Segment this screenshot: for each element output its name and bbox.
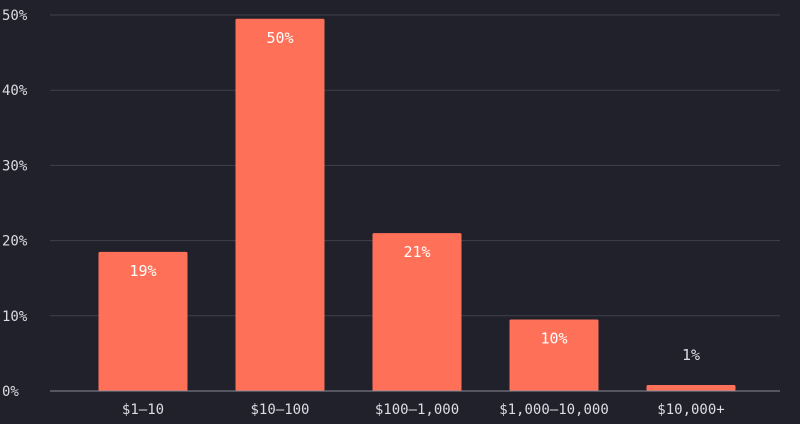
bar	[509, 319, 599, 391]
bar	[646, 384, 736, 391]
x-tick-label: $10,000+	[657, 402, 724, 418]
y-tick-label: 40%	[2, 83, 28, 99]
y-tick-label: 0%	[2, 384, 19, 400]
y-axis-tick-labels: 0% 10% 20% 30% 40% 50%	[2, 8, 28, 400]
data-label: 10%	[540, 330, 567, 348]
data-label: 19%	[129, 262, 156, 280]
y-tick-label: 30%	[2, 158, 28, 174]
data-label: 1%	[682, 346, 700, 364]
bar	[98, 251, 188, 391]
x-tick-label: $1,000–10,000	[499, 402, 609, 418]
bar	[235, 18, 325, 391]
bars	[98, 18, 736, 391]
y-tick-label: 10%	[2, 309, 28, 325]
gridlines	[50, 14, 780, 317]
bar	[372, 233, 462, 391]
x-axis-tick-labels: $1–10 $10–100 $100–1,000 $1,000–10,000 $10,0…	[122, 402, 725, 418]
data-label: 50%	[266, 29, 293, 47]
x-tick-label: $10–100	[250, 402, 309, 418]
x-tick-label: $1–10	[122, 402, 164, 418]
y-tick-label: 20%	[2, 234, 28, 250]
y-tick-label: 50%	[2, 8, 28, 24]
data-label: 21%	[403, 243, 430, 261]
x-tick-label: $100–1,000	[375, 402, 459, 418]
data-labels: 19% 50% 21% 10% 1%	[129, 29, 700, 364]
